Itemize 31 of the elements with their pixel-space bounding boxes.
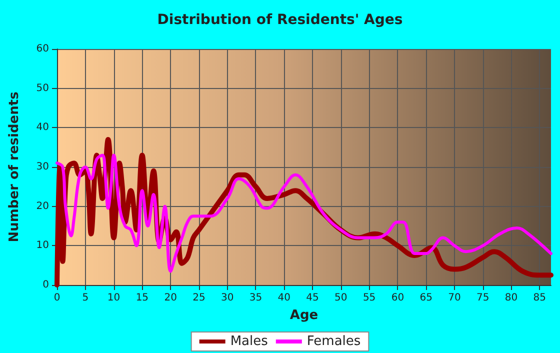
y-tick-label: 30 bbox=[36, 162, 49, 172]
x-tick-label: 55 bbox=[362, 292, 376, 304]
x-tick-label: 70 bbox=[448, 292, 461, 304]
line-series bbox=[56, 154, 552, 273]
y-tick-label: 50 bbox=[36, 82, 49, 94]
x-tick-label: 5 bbox=[82, 292, 89, 304]
x-tick-label: 85 bbox=[533, 292, 546, 304]
x-tick-label: 20 bbox=[164, 292, 177, 304]
x-tick-label: 15 bbox=[136, 292, 149, 304]
x-tick-label: 30 bbox=[220, 292, 234, 304]
y-tick-label: 20 bbox=[36, 200, 49, 212]
legend-label: Males bbox=[230, 334, 268, 349]
x-axis-title: Age bbox=[290, 308, 318, 323]
x-tick-label: 35 bbox=[249, 292, 262, 304]
y-tick-label: 40 bbox=[36, 122, 49, 134]
x-tick-label: 75 bbox=[476, 292, 490, 304]
legend-label: Females bbox=[306, 334, 361, 349]
x-tick-label: 60 bbox=[391, 292, 404, 304]
x-tick-label: 0 bbox=[54, 292, 60, 304]
x-tick-label: 80 bbox=[504, 292, 518, 304]
x-tick-label: 50 bbox=[334, 292, 348, 304]
x-tick-label: 45 bbox=[306, 292, 319, 304]
x-tick-label: 10 bbox=[107, 292, 120, 304]
y-tick-label: 0 bbox=[42, 280, 49, 290]
chart-title: Distribution of Residents' Ages bbox=[157, 12, 403, 28]
x-tick-label: 65 bbox=[420, 292, 432, 304]
x-tick-label: 25 bbox=[192, 292, 206, 304]
y-tick-label: 10 bbox=[36, 240, 49, 252]
y-tick-label: 60 bbox=[36, 44, 49, 54]
x-tick-label: 40 bbox=[278, 292, 290, 304]
y-axis-title: Number of residents bbox=[7, 91, 22, 242]
